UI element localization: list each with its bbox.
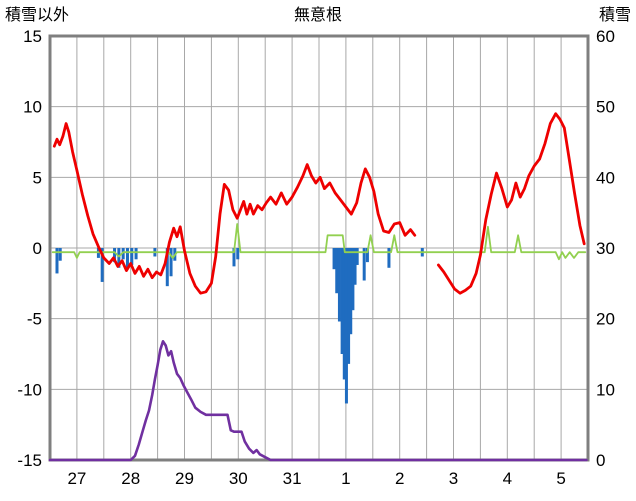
x-axis-tick-label: 31 — [283, 469, 302, 488]
blue-bars-bar — [130, 248, 134, 265]
blue-bars-bar — [58, 248, 62, 261]
blue-bars-bar — [347, 248, 351, 364]
blue-bars-bar — [113, 248, 117, 263]
blue-bars-bar — [355, 248, 359, 265]
blue-bars-bar — [117, 248, 121, 268]
right-axis-tick-label: 50 — [596, 98, 615, 117]
blue-bars-bar — [169, 248, 173, 277]
red-line — [52, 112, 586, 295]
x-axis-tick-label: 29 — [175, 469, 194, 488]
left-axis-tick-label: -15 — [17, 451, 42, 470]
x-axis-tick-label: 1 — [341, 469, 350, 488]
blue-bars-bar — [344, 248, 348, 404]
right-axis-tick-label: 30 — [596, 239, 615, 258]
left-axis-title: 積雪以外 — [5, 6, 69, 24]
left-axis-tick-label: 10 — [23, 98, 42, 117]
blue-bars-bar — [121, 248, 125, 260]
x-axis-tick-label: 28 — [121, 469, 140, 488]
blue-bars-bar — [342, 248, 346, 380]
right-axis-tick-label: 10 — [596, 380, 615, 399]
blue-bars-bar — [165, 248, 169, 287]
x-axis-tick-label: 2 — [395, 469, 404, 488]
right-axis-title: 積雪 — [599, 6, 631, 24]
x-axis-tick-label: 27 — [67, 469, 86, 488]
blue-bars-bar — [365, 248, 369, 263]
blue-bars-bar — [349, 248, 353, 335]
blue-bars-bar — [362, 248, 366, 281]
blue-bars-bar — [387, 248, 391, 268]
blue-bars-bar — [232, 248, 236, 267]
right-axis-tick-label: 0 — [596, 451, 605, 470]
blue-bars-bar — [332, 248, 336, 270]
left-axis-tick-label: -10 — [17, 380, 42, 399]
blue-bars-bar — [351, 248, 355, 311]
blue-bars-bar — [335, 248, 339, 294]
chart-title: 無意根 — [294, 5, 342, 24]
right-axis-tick-label: 40 — [596, 168, 615, 187]
green-line — [51, 223, 587, 261]
blue-bars-bar — [125, 248, 129, 270]
blue-bars-bar — [100, 248, 104, 282]
x-axis-tick-label: 5 — [556, 469, 565, 488]
blue-bars-bar — [134, 248, 138, 260]
blue-bars-bar — [55, 248, 59, 274]
blue-bars-bar — [340, 248, 344, 354]
left-axis-tick-label: 5 — [33, 168, 42, 187]
purple-line — [48, 340, 588, 462]
x-axis-tick-label: 4 — [503, 469, 512, 488]
left-axis-tick-label: 0 — [33, 239, 42, 258]
x-axis-tick-label: 3 — [449, 469, 458, 488]
blue-bars-bar — [236, 248, 240, 260]
right-axis-tick-label: 20 — [596, 310, 615, 329]
blue-bars-bar — [353, 248, 357, 285]
right-axis-tick-label: 60 — [596, 27, 615, 46]
blue-bars-bar — [337, 248, 341, 322]
x-axis-tick-label: 30 — [229, 469, 248, 488]
left-axis-tick-label: -5 — [27, 310, 42, 329]
left-axis-tick-label: 15 — [23, 27, 42, 46]
